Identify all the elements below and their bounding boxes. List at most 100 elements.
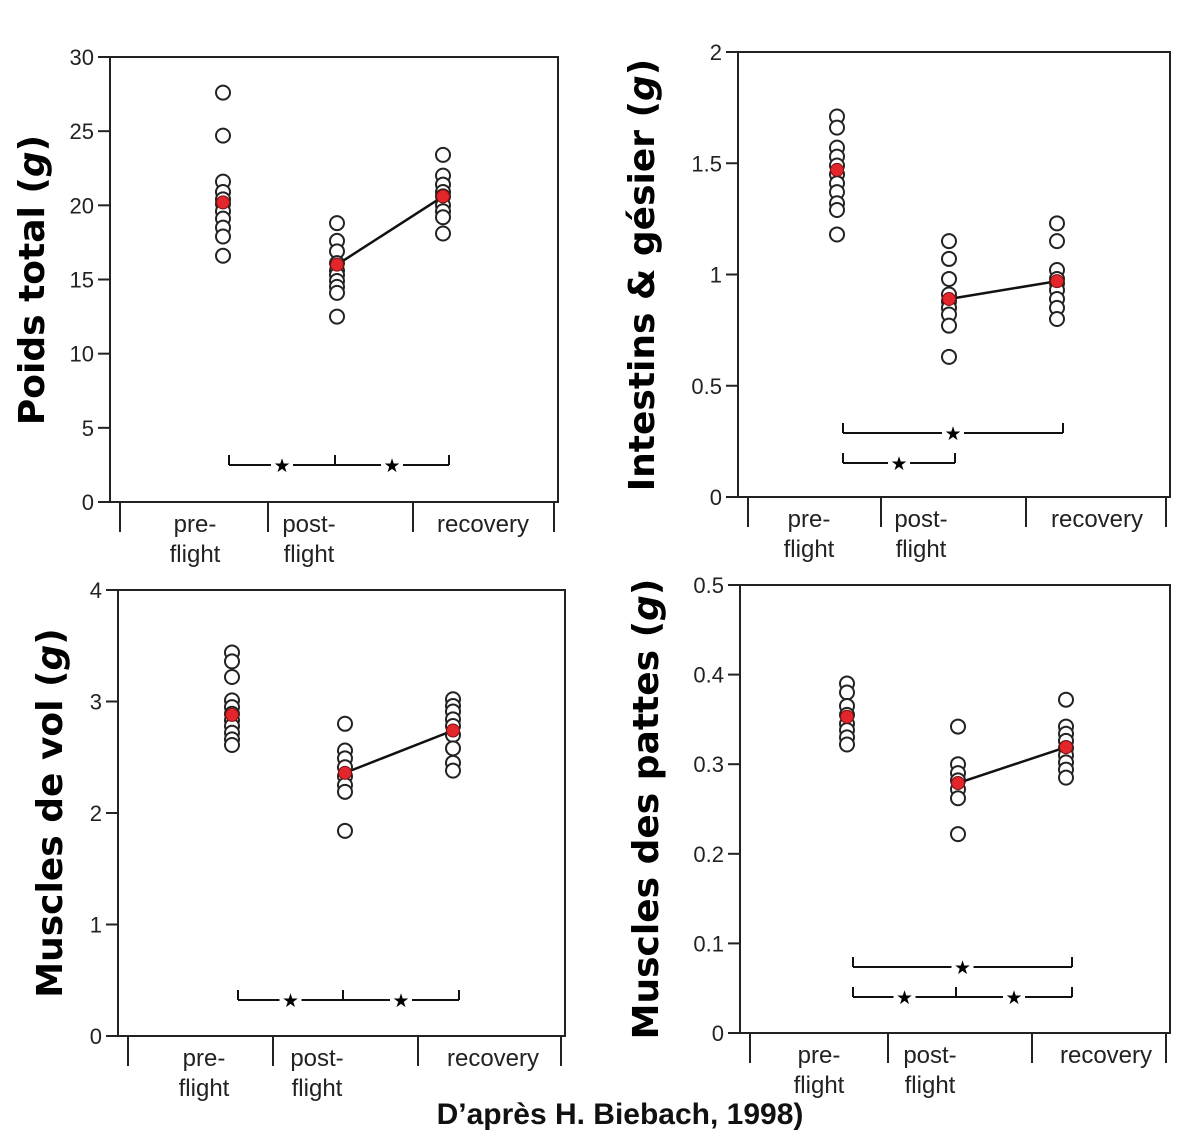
individual-point xyxy=(435,209,451,226)
x-category-label: recovery xyxy=(447,1045,539,1072)
y-axis-title-part: ) xyxy=(12,135,53,151)
x-category-label: recovery xyxy=(437,511,529,538)
mean-point xyxy=(330,257,344,272)
y-tick-label: 30 xyxy=(70,45,94,70)
y-axis-title-part: g xyxy=(12,151,53,177)
significance-star: ★ xyxy=(383,455,400,477)
individual-point xyxy=(829,201,845,218)
significance-star: ★ xyxy=(954,957,971,979)
individual-point xyxy=(839,736,855,753)
y-tick-label: 5 xyxy=(82,416,94,441)
y-axis-title-part: Poids total ( xyxy=(12,177,53,425)
mean-point xyxy=(951,776,965,791)
x-category-label-line: post- xyxy=(290,1045,343,1072)
x-category-label: post-flight xyxy=(903,1042,956,1099)
x-category-label-line: flight xyxy=(284,541,335,568)
y-tick-label: 0.4 xyxy=(693,663,724,688)
individual-point xyxy=(1049,311,1065,327)
x-category-label-line: recovery xyxy=(447,1045,539,1072)
x-category-label-line: pre- xyxy=(183,1045,226,1072)
individual-point xyxy=(329,308,345,325)
y-tick-label: 0 xyxy=(90,1024,102,1049)
y-axis-title-part: ) xyxy=(622,59,663,75)
individual-point xyxy=(829,226,845,243)
y-tick-label: 0.2 xyxy=(693,842,724,867)
y-axis-title-part: ) xyxy=(30,628,71,644)
individual-point xyxy=(950,826,966,843)
plot-frame xyxy=(117,589,566,1037)
y-tick-label: 20 xyxy=(70,193,94,218)
y-tick-label: 3 xyxy=(90,690,102,715)
plot-frame xyxy=(739,584,1171,1034)
y-axis-title: Intestins & gésier (g) xyxy=(622,59,663,492)
significance-star: ★ xyxy=(392,990,409,1012)
y-axis-title: Muscles des pattes (g) xyxy=(626,579,667,1040)
mean-connector-line xyxy=(336,195,444,266)
significance-star: ★ xyxy=(890,453,907,475)
chart-panel-4: 00.10.20.30.40.5pre-flightpost-flightrec… xyxy=(626,573,1171,1099)
individual-point xyxy=(329,284,345,301)
mean-connector-line xyxy=(957,745,1067,785)
individual-point xyxy=(215,84,231,101)
individual-point xyxy=(1058,769,1074,786)
mean-point xyxy=(942,291,956,306)
y-tick-label: 2 xyxy=(90,801,102,826)
individual-point xyxy=(1058,691,1074,708)
x-category-label: post-flight xyxy=(894,506,947,563)
mean-point xyxy=(830,162,844,177)
y-tick-label: 2 xyxy=(710,40,722,65)
significance-star: ★ xyxy=(944,423,961,445)
individual-point xyxy=(337,715,353,732)
x-category-label: post-flight xyxy=(282,511,335,568)
individual-point xyxy=(337,822,353,839)
x-category-label-line: flight xyxy=(170,541,221,568)
x-category-label-line: post- xyxy=(894,506,947,533)
individual-point xyxy=(829,119,845,136)
y-axis-title-part: g xyxy=(622,75,663,101)
y-tick-label: 0.1 xyxy=(693,931,724,956)
y-tick-label: 4 xyxy=(90,578,102,603)
individual-point xyxy=(337,783,353,800)
y-tick-label: 15 xyxy=(70,268,94,293)
individual-point xyxy=(224,668,240,685)
individual-point xyxy=(329,215,345,232)
individual-point xyxy=(941,250,957,267)
x-category-label: post-flight xyxy=(290,1045,343,1102)
significance-star: ★ xyxy=(1005,987,1022,1009)
mean-point xyxy=(840,709,854,724)
individual-point xyxy=(224,736,240,753)
mean-connector-line xyxy=(948,279,1058,301)
x-category-label-line: flight xyxy=(905,1072,956,1099)
individual-point xyxy=(950,718,966,735)
individual-point xyxy=(950,790,966,807)
y-tick-label: 0 xyxy=(82,490,94,515)
individual-point xyxy=(215,228,231,245)
individual-point xyxy=(445,762,461,779)
x-category-label-line: recovery xyxy=(1060,1042,1152,1069)
y-tick-label: 25 xyxy=(70,119,94,144)
x-category-label-line: post- xyxy=(903,1042,956,1069)
significance-star: ★ xyxy=(896,987,913,1009)
figure-credit: D’après H. Biebach, 1998) xyxy=(436,1098,804,1131)
y-axis-title: Poids total (g) xyxy=(12,135,53,425)
x-category-label-line: recovery xyxy=(437,511,529,538)
x-category-label-line: flight xyxy=(794,1072,845,1099)
significance-star: ★ xyxy=(273,455,290,477)
x-category-label: recovery xyxy=(1060,1042,1152,1069)
y-tick-label: 0.5 xyxy=(693,573,724,598)
significance-star: ★ xyxy=(282,990,299,1012)
mean-connector-line xyxy=(344,729,454,775)
individual-point xyxy=(941,348,957,365)
y-axis-title-part: g xyxy=(626,595,667,621)
x-category-label-line: flight xyxy=(896,536,947,563)
y-axis-title-part: Intestins & gésier ( xyxy=(622,101,663,491)
x-category-label: recovery xyxy=(1051,506,1143,533)
individual-point xyxy=(445,740,461,757)
y-tick-label: 0 xyxy=(712,1021,724,1046)
y-tick-label: 0 xyxy=(710,485,722,510)
mean-point xyxy=(216,195,230,210)
x-category-label-line: pre- xyxy=(788,506,831,533)
individual-point xyxy=(215,247,231,264)
y-tick-label: 0.3 xyxy=(693,752,724,777)
